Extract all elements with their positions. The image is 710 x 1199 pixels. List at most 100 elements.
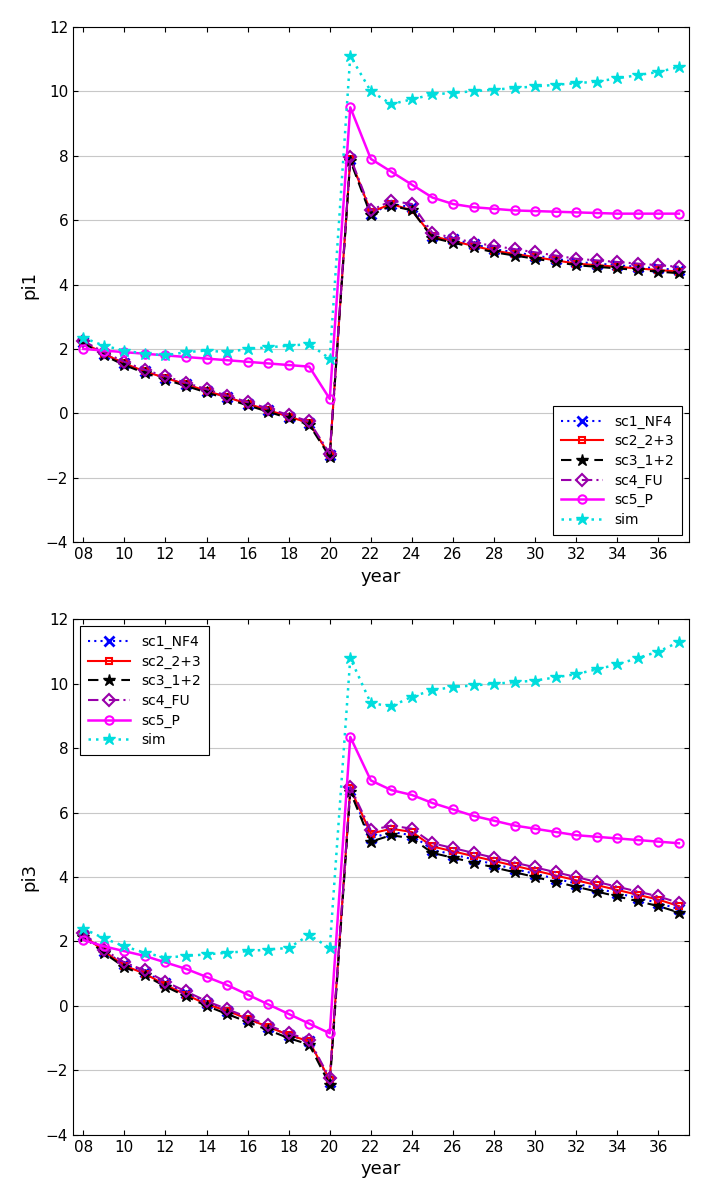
sc5_P <box>120 345 129 360</box>
sc4_FU <box>264 402 273 416</box>
sim <box>552 78 560 92</box>
sim <box>182 345 190 360</box>
sc1_NF4 <box>346 152 354 167</box>
sc2_2+3 <box>531 249 540 264</box>
sim <box>346 651 354 665</box>
sc1_NF4 <box>449 848 457 862</box>
sc1_NF4 <box>469 852 478 867</box>
sc3_1+2 <box>490 245 498 259</box>
sc1_NF4 <box>202 995 211 1010</box>
sc2_2+3 <box>325 1073 334 1087</box>
sc3_1+2 <box>469 240 478 254</box>
sc2_2+3 <box>79 928 87 942</box>
X-axis label: year: year <box>361 1161 401 1179</box>
sc3_1+2 <box>264 404 273 418</box>
sc1_NF4 <box>387 197 395 211</box>
sc2_2+3 <box>182 988 190 1002</box>
sc3_1+2 <box>325 1078 334 1092</box>
sc1_NF4 <box>633 260 642 275</box>
sc2_2+3 <box>449 234 457 248</box>
sim <box>592 74 601 89</box>
sc2_2+3 <box>674 899 683 914</box>
sc2_2+3 <box>223 1004 231 1018</box>
sc3_1+2 <box>552 254 560 269</box>
sc1_NF4 <box>325 448 334 463</box>
sc1_NF4 <box>408 200 416 215</box>
sc5_P <box>285 357 293 372</box>
sc3_1+2 <box>469 855 478 869</box>
Line: sc3_1+2: sc3_1+2 <box>77 155 685 463</box>
sc3_1+2 <box>202 999 211 1013</box>
sim <box>428 88 437 102</box>
sc1_NF4 <box>366 206 375 221</box>
sc1_NF4 <box>264 1019 273 1034</box>
sc1_NF4 <box>613 258 621 272</box>
sc4_FU <box>654 258 662 272</box>
sc4_FU <box>490 239 498 253</box>
sim <box>674 60 683 74</box>
sc2_2+3 <box>531 863 540 878</box>
Y-axis label: pi3: pi3 <box>21 863 39 891</box>
sc1_NF4 <box>305 1035 314 1049</box>
sc3_1+2 <box>141 366 149 380</box>
sc4_FU <box>99 942 108 957</box>
sc2_2+3 <box>120 356 129 370</box>
sc3_1+2 <box>490 860 498 874</box>
sc2_2+3 <box>490 854 498 868</box>
sc2_2+3 <box>592 878 601 892</box>
sc5_P <box>633 206 642 221</box>
sc4_FU <box>285 408 293 422</box>
sc3_1+2 <box>285 1031 293 1046</box>
sc5_P <box>510 819 519 833</box>
sc4_FU <box>613 880 621 894</box>
sim <box>141 347 149 361</box>
sc2_2+3 <box>223 390 231 404</box>
sim <box>305 337 314 351</box>
sc5_P <box>633 833 642 848</box>
sim <box>387 699 395 713</box>
Legend: sc1_NF4, sc2_2+3, sc3_1+2, sc4_FU, sc5_P, sim: sc1_NF4, sc2_2+3, sc3_1+2, sc4_FU, sc5_P… <box>553 406 682 535</box>
sc2_2+3 <box>244 1012 252 1026</box>
sc5_P <box>613 831 621 845</box>
sc5_P <box>244 988 252 1002</box>
sc3_1+2 <box>346 153 354 168</box>
sc4_FU <box>654 890 662 904</box>
sc3_1+2 <box>572 880 581 894</box>
sim <box>202 947 211 962</box>
sc5_P <box>182 350 190 364</box>
sc3_1+2 <box>120 960 129 975</box>
sc1_NF4 <box>531 248 540 263</box>
sc5_P <box>469 200 478 215</box>
sc2_2+3 <box>182 378 190 392</box>
sc4_FU <box>408 821 416 836</box>
sc1_NF4 <box>552 252 560 266</box>
sc5_P <box>264 998 273 1012</box>
sc4_FU <box>223 1002 231 1017</box>
sc5_P <box>674 836 683 850</box>
sc5_P <box>449 197 457 211</box>
sc3_1+2 <box>346 784 354 799</box>
sim <box>161 951 170 965</box>
sc4_FU <box>449 230 457 245</box>
sc2_2+3 <box>346 152 354 167</box>
sc2_2+3 <box>264 403 273 417</box>
sc2_2+3 <box>633 261 642 276</box>
sc2_2+3 <box>408 204 416 218</box>
sim <box>120 939 129 953</box>
sc1_NF4 <box>531 867 540 881</box>
sc4_FU <box>531 245 540 259</box>
sc4_FU <box>531 860 540 874</box>
sc3_1+2 <box>674 905 683 920</box>
sc1_NF4 <box>613 886 621 900</box>
sc2_2+3 <box>613 882 621 897</box>
sc5_P <box>552 825 560 839</box>
sim <box>366 695 375 710</box>
sc5_P <box>325 392 334 406</box>
sc4_FU <box>325 1071 334 1085</box>
sim <box>572 76 581 90</box>
sc2_2+3 <box>510 247 519 261</box>
sc4_FU <box>408 197 416 211</box>
sc1_NF4 <box>469 237 478 252</box>
sc5_P <box>346 101 354 115</box>
sim <box>613 71 621 85</box>
